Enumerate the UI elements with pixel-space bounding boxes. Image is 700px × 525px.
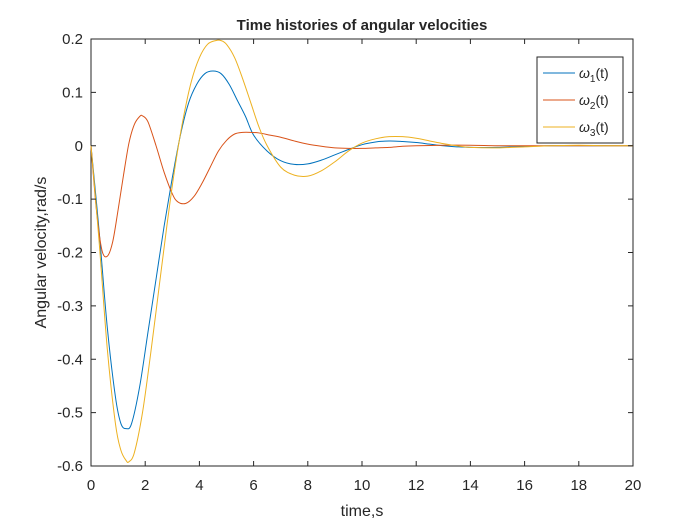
series-layer [90, 39, 634, 463]
x-tick-label: 12 [408, 477, 425, 494]
legend-subscript: 3 [590, 128, 596, 139]
x-tick-label: 6 [249, 477, 257, 494]
y-tick-label: -0.5 [57, 405, 83, 422]
x-tick-label: 18 [570, 477, 587, 494]
legend-symbol: ω [579, 119, 590, 135]
x-tick-label: 20 [625, 477, 642, 494]
legend-entry-omega-2: ω2(t) [579, 92, 609, 112]
y-tick-label: -0.6 [57, 458, 83, 475]
legend-symbol: ω [579, 92, 590, 108]
y-tick-label: -0.2 [57, 245, 83, 262]
legend-subscript: 2 [590, 101, 596, 112]
series-line-omega-1 [90, 70, 633, 430]
legend-suffix: (t) [595, 92, 608, 108]
legend-subscript: 1 [590, 74, 596, 85]
x-tick-label: 8 [304, 477, 312, 494]
y-tick-label: 0 [75, 138, 83, 155]
legend-suffix: (t) [595, 65, 608, 81]
series-line-omega-3 [90, 39, 634, 463]
x-tick-label: 14 [462, 477, 479, 494]
x-tick-label: 16 [516, 477, 533, 494]
legend-entry-omega-1: ω1(t) [579, 65, 609, 85]
y-tick-label: -0.4 [57, 351, 83, 368]
x-axis-label: time,s [341, 503, 384, 520]
y-axis: -0.6 -0.5 -0.4 -0.3 -0.2 -0.1 0 0.1 0.2 [57, 31, 633, 475]
y-tick-label: -0.3 [57, 298, 83, 315]
x-tick-label: 0 [87, 477, 95, 494]
legend-entry-omega-3: ω3(t) [579, 119, 609, 139]
y-tick-label: 0.1 [62, 84, 83, 101]
y-tick-label: 0.2 [62, 31, 83, 48]
legend-symbol: ω [579, 65, 590, 81]
chart-title: Time histories of angular velocities [237, 17, 488, 34]
y-tick-label: -0.1 [57, 191, 83, 208]
legend-suffix: (t) [595, 119, 608, 135]
x-tick-label: 2 [141, 477, 149, 494]
x-tick-label: 4 [195, 477, 203, 494]
y-axis-label: Angular velocity,rad/s [33, 177, 50, 329]
x-axis: 0 2 4 6 8 10 12 14 16 18 20 [87, 39, 642, 494]
legend: ω1(t)ω2(t)ω3(t) [536, 56, 624, 144]
x-tick-label: 10 [354, 477, 371, 494]
series-line-omega-2 [90, 114, 633, 258]
